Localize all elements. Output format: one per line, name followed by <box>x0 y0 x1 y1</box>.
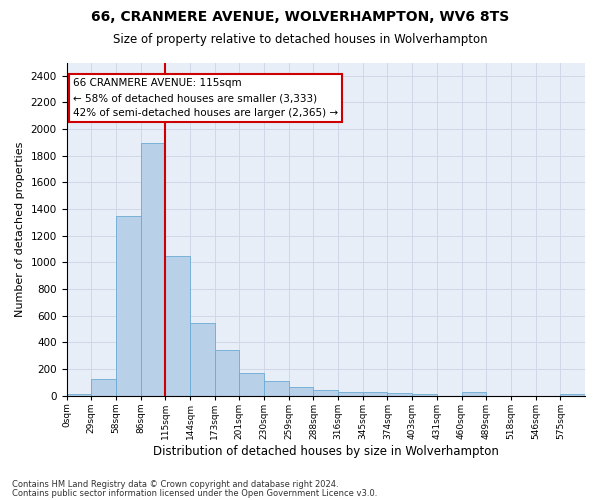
Bar <box>239 373 264 396</box>
Bar <box>363 392 388 396</box>
Text: Size of property relative to detached houses in Wolverhampton: Size of property relative to detached ho… <box>113 32 487 46</box>
Text: Contains public sector information licensed under the Open Government Licence v3: Contains public sector information licen… <box>12 488 377 498</box>
Bar <box>313 390 338 396</box>
Bar <box>388 393 412 396</box>
Bar <box>140 143 165 396</box>
Bar <box>190 323 215 396</box>
Bar <box>338 392 363 396</box>
Text: 66 CRANMERE AVENUE: 115sqm
← 58% of detached houses are smaller (3,333)
42% of s: 66 CRANMERE AVENUE: 115sqm ← 58% of deta… <box>73 78 338 118</box>
Bar <box>264 381 289 396</box>
Bar <box>67 394 91 396</box>
Text: Contains HM Land Registry data © Crown copyright and database right 2024.: Contains HM Land Registry data © Crown c… <box>12 480 338 489</box>
Bar <box>91 379 116 396</box>
Text: 66, CRANMERE AVENUE, WOLVERHAMPTON, WV6 8TS: 66, CRANMERE AVENUE, WOLVERHAMPTON, WV6 … <box>91 10 509 24</box>
Bar <box>289 387 313 396</box>
Bar <box>412 394 437 396</box>
Bar <box>560 394 585 396</box>
Bar <box>116 216 140 396</box>
Bar <box>215 350 239 396</box>
Y-axis label: Number of detached properties: Number of detached properties <box>15 142 25 317</box>
X-axis label: Distribution of detached houses by size in Wolverhampton: Distribution of detached houses by size … <box>153 444 499 458</box>
Bar <box>461 392 486 396</box>
Bar <box>165 256 190 396</box>
